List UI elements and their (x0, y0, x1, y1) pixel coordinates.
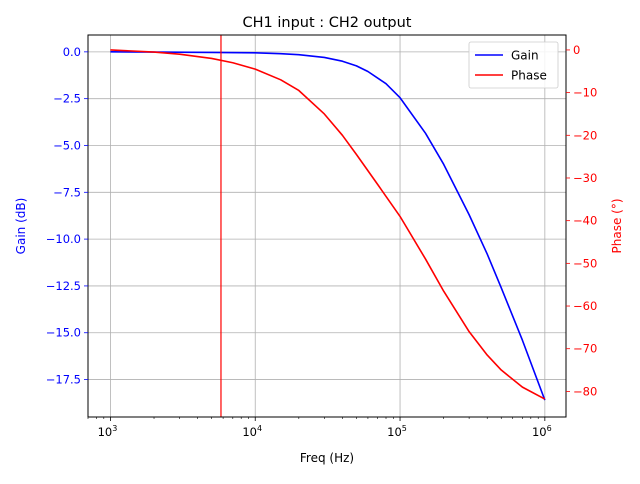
series-layer (110, 49, 546, 401)
x-tick-label: 105 (387, 424, 407, 439)
y-right-tick-label: −80 (573, 384, 597, 398)
y-left-tick-label: −7.5 (53, 185, 81, 199)
series-line-phase (110, 49, 546, 400)
series-line-gain (110, 51, 546, 401)
y-right-ticks: 0 −10 −20 −30 −40 −50 −60 −70 −80 (566, 43, 597, 398)
y-left-tick-label: −2.5 (53, 92, 81, 106)
y-right-tick-label: −10 (573, 86, 597, 100)
y-right-tick-label: −50 (573, 256, 597, 270)
y-left-tick-label: −15.0 (46, 326, 81, 340)
y-right-tick-label: −60 (573, 299, 597, 313)
y-right-axis-label: Phase (°) (610, 198, 624, 253)
y-left-tick-label: −10.0 (46, 232, 81, 246)
legend-box (468, 41, 559, 89)
legend-label-phase: Phase (511, 69, 547, 83)
y-left-ticks: 0.0 −2.5 −5.0 −7.5 −10.0 −12.5 −15.0 −17.5 (46, 45, 88, 387)
y-left-axis-label: Gain (dB) (14, 198, 28, 255)
y-right-tick-label: −30 (573, 171, 597, 185)
y-right-tick-label: −20 (573, 128, 597, 142)
x-tick-label: 103 (98, 424, 118, 439)
y-right-tick-label: 0 (573, 43, 580, 57)
x-tick-label: 106 (532, 424, 552, 439)
y-left-tick-label: −5.0 (53, 138, 81, 152)
x-tick-label: 104 (242, 424, 262, 439)
grid-layer (88, 35, 566, 417)
legend-label-gain: Gain (511, 49, 539, 63)
plot-frame (87, 34, 567, 418)
y-left-tick-label: −12.5 (46, 279, 81, 293)
y-left-tick-label: −17.5 (46, 373, 81, 387)
y-left-tick-label: 0.0 (63, 45, 81, 59)
legend: Gain Phase (468, 41, 559, 89)
chart-title: CH1 input : CH2 output (243, 15, 412, 31)
y-right-tick-label: −70 (573, 342, 597, 356)
x-axis-label: Freq (Hz) (300, 451, 354, 465)
y-right-tick-label: −40 (573, 214, 597, 228)
x-ticks: 103 104 105 106 (87, 417, 552, 439)
